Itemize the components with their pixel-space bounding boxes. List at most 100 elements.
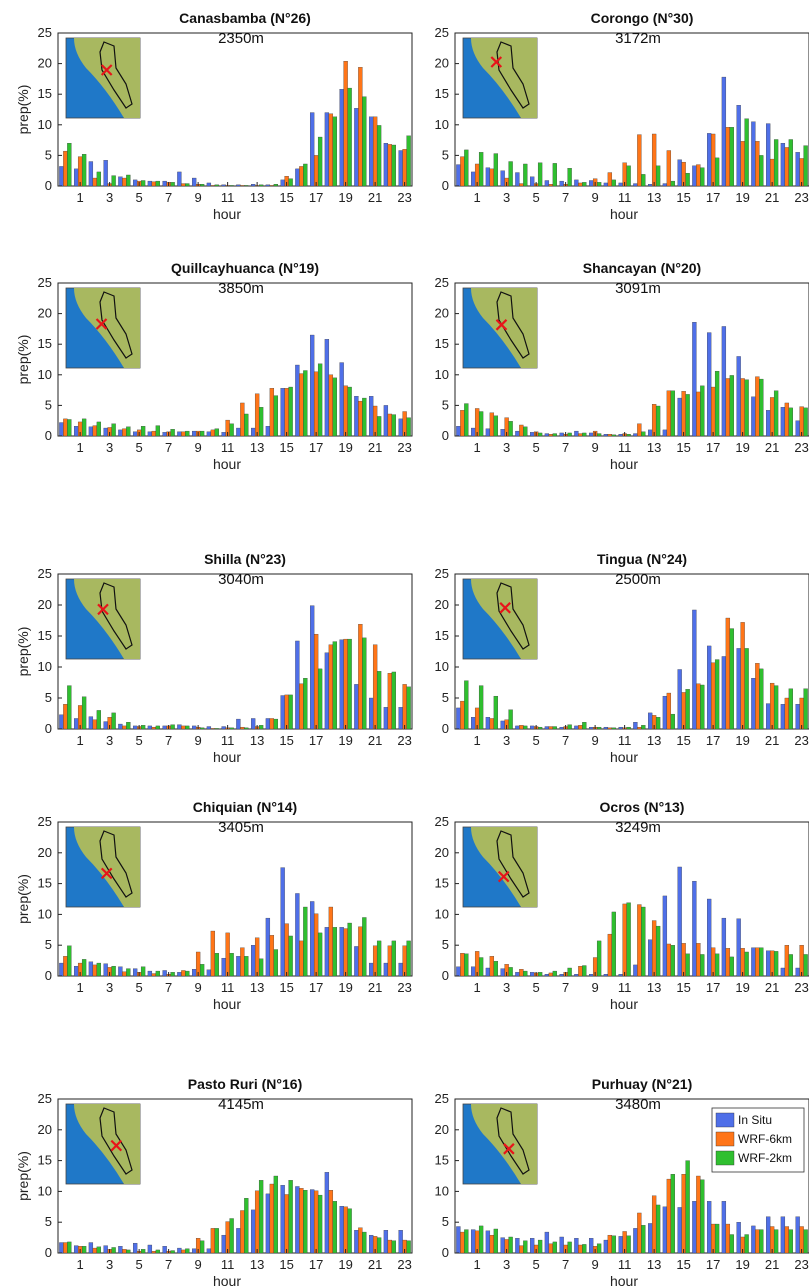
bar-0-0 — [59, 962, 64, 977]
bar-0-1 — [74, 1245, 79, 1254]
bar-0-8 — [574, 1238, 579, 1254]
bar-2-19 — [744, 1234, 749, 1254]
bar-2-14 — [670, 945, 675, 977]
bar-0-12 — [236, 427, 241, 437]
panel-title: Pasto Ruri (N°16) — [188, 1076, 303, 1092]
bar-2-3 — [111, 712, 116, 730]
bar-1-10 — [210, 728, 216, 730]
bar-1-8 — [181, 725, 186, 730]
bar-2-8 — [582, 1244, 587, 1254]
bar-2-16 — [303, 906, 308, 977]
bar-2-7 — [567, 967, 572, 977]
x-axis-label: hour — [213, 1273, 241, 1286]
bar-1-17 — [710, 1223, 716, 1254]
bar-2-22 — [391, 144, 396, 187]
bar-2-9 — [596, 726, 602, 730]
bar-1-18 — [725, 617, 731, 730]
bar-2-20 — [759, 378, 764, 437]
bar-1-23 — [402, 945, 407, 977]
xtick-label: 7 — [165, 733, 172, 748]
ytick-label: 15 — [38, 876, 52, 891]
bar-0-22 — [383, 1230, 389, 1254]
bar-2-21 — [773, 685, 779, 730]
bar-0-22 — [780, 1216, 786, 1254]
bar-2-1 — [478, 957, 484, 977]
bar-2-21 — [773, 390, 779, 437]
bar-2-17 — [714, 659, 720, 730]
bar-2-2 — [96, 962, 102, 977]
ytick-label: 15 — [435, 876, 449, 891]
bar-0-10 — [206, 182, 212, 187]
bar-2-1 — [81, 154, 87, 187]
bar-2-18 — [332, 116, 337, 187]
xtick-label: 13 — [647, 733, 661, 748]
bar-1-10 — [210, 930, 216, 977]
bar-0-18 — [324, 652, 330, 730]
xtick-label: 21 — [368, 980, 382, 995]
bar-2-10 — [214, 953, 219, 977]
bar-0-0 — [59, 1242, 64, 1254]
bar-1-10 — [210, 1228, 216, 1254]
bar-1-20 — [755, 376, 760, 437]
bar-0-3 — [103, 160, 108, 187]
xtick-label: 3 — [503, 190, 510, 205]
bar-0-14 — [265, 917, 271, 977]
bar-2-10 — [214, 728, 219, 730]
panel-elevation: 2500m — [615, 571, 661, 588]
ytick-label: 15 — [38, 336, 52, 351]
bar-0-3 — [103, 427, 108, 437]
bar-2-16 — [303, 370, 308, 437]
bar-0-9 — [191, 725, 197, 730]
bar-0-3 — [103, 721, 108, 730]
bar-1-10 — [607, 933, 613, 977]
xtick-label: 11 — [221, 1257, 235, 1272]
bar-1-17 — [313, 1190, 319, 1254]
bar-0-3 — [500, 968, 505, 977]
ytick-label: 15 — [435, 336, 449, 351]
xtick-label: 1 — [77, 1257, 84, 1272]
bar-0-5 — [132, 431, 138, 437]
xtick-label: 23 — [794, 733, 808, 748]
ytick-label: 20 — [435, 597, 449, 612]
bar-1-13 — [254, 937, 260, 977]
bar-0-14 — [662, 695, 668, 730]
bar-0-15 — [280, 867, 285, 977]
bar-2-15 — [685, 172, 690, 187]
bar-2-17 — [317, 136, 323, 187]
xtick-label: 11 — [221, 190, 235, 205]
x-axis-label: hour — [213, 456, 241, 472]
panel-elevation: 3091m — [615, 280, 661, 297]
bar-2-23 — [406, 135, 411, 187]
bar-0-18 — [721, 76, 727, 187]
station-marker-icon — [97, 603, 109, 616]
bar-2-8 — [582, 432, 587, 437]
bar-1-8 — [181, 970, 186, 977]
bar-1-16 — [299, 683, 304, 730]
xtick-label: 13 — [647, 440, 661, 455]
ytick-label: 5 — [45, 1214, 52, 1229]
bar-2-19 — [347, 1208, 352, 1254]
xtick-label: 11 — [221, 980, 235, 995]
bar-2-16 — [700, 385, 705, 437]
ytick-label: 15 — [435, 1153, 449, 1168]
bar-0-14 — [265, 1193, 271, 1254]
bar-1-21 — [769, 158, 775, 187]
bar-1-10 — [607, 1234, 613, 1254]
bar-2-21 — [773, 1229, 779, 1254]
bar-0-18 — [324, 339, 330, 437]
bar-2-19 — [347, 386, 352, 437]
bar-0-8 — [574, 179, 579, 187]
bar-0-17 — [309, 334, 315, 437]
bar-1-14 — [666, 1178, 672, 1254]
xtick-label: 15 — [279, 980, 293, 995]
bar-0-17 — [309, 1189, 315, 1254]
xtick-label: 15 — [676, 190, 690, 205]
xtick-label: 23 — [794, 980, 808, 995]
bar-0-12 — [633, 722, 638, 730]
bar-0-10 — [206, 969, 212, 977]
bar-2-13 — [655, 405, 661, 437]
bar-0-17 — [707, 1201, 712, 1254]
bar-2-16 — [700, 954, 705, 977]
bar-0-13 — [648, 939, 653, 977]
bar-1-19 — [740, 622, 745, 730]
